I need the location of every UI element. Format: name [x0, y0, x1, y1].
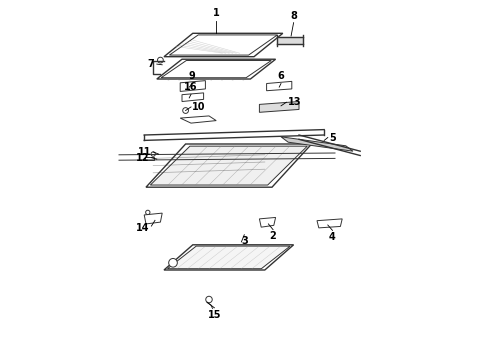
- Circle shape: [183, 108, 189, 113]
- Polygon shape: [259, 217, 275, 227]
- Text: 15: 15: [208, 310, 221, 320]
- Text: 8: 8: [290, 10, 297, 21]
- Text: 2: 2: [270, 231, 276, 241]
- Polygon shape: [150, 146, 307, 185]
- Circle shape: [169, 258, 177, 267]
- Polygon shape: [161, 60, 271, 78]
- Circle shape: [146, 210, 150, 215]
- Text: 10: 10: [192, 102, 205, 112]
- Polygon shape: [259, 102, 299, 112]
- Polygon shape: [144, 213, 162, 224]
- Polygon shape: [281, 137, 353, 151]
- Polygon shape: [168, 246, 290, 269]
- Text: 16: 16: [184, 82, 197, 92]
- Text: 14: 14: [136, 222, 149, 233]
- Polygon shape: [146, 144, 312, 187]
- Text: 7: 7: [147, 59, 154, 69]
- Text: 13: 13: [288, 96, 301, 107]
- Text: 12: 12: [136, 153, 149, 163]
- Polygon shape: [180, 81, 205, 91]
- Polygon shape: [157, 59, 275, 79]
- Bar: [145, 157, 154, 160]
- Text: 9: 9: [188, 71, 195, 81]
- Text: 3: 3: [241, 236, 247, 246]
- Text: 11: 11: [138, 147, 151, 157]
- Circle shape: [206, 296, 212, 303]
- Text: 4: 4: [329, 232, 336, 242]
- Text: 6: 6: [278, 71, 284, 81]
- Polygon shape: [170, 35, 277, 55]
- Polygon shape: [164, 245, 294, 270]
- Text: 5: 5: [329, 132, 336, 143]
- Polygon shape: [182, 93, 204, 102]
- Polygon shape: [317, 219, 342, 228]
- Polygon shape: [164, 33, 283, 57]
- Polygon shape: [267, 81, 292, 91]
- Circle shape: [157, 57, 163, 63]
- Text: 1: 1: [213, 8, 220, 18]
- Polygon shape: [180, 116, 216, 123]
- Circle shape: [151, 152, 155, 156]
